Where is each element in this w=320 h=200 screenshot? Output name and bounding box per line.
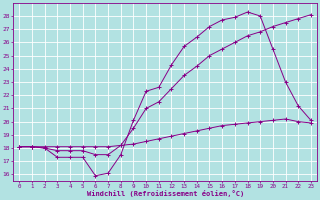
X-axis label: Windchill (Refroidissement éolien,°C): Windchill (Refroidissement éolien,°C) bbox=[86, 190, 244, 197]
